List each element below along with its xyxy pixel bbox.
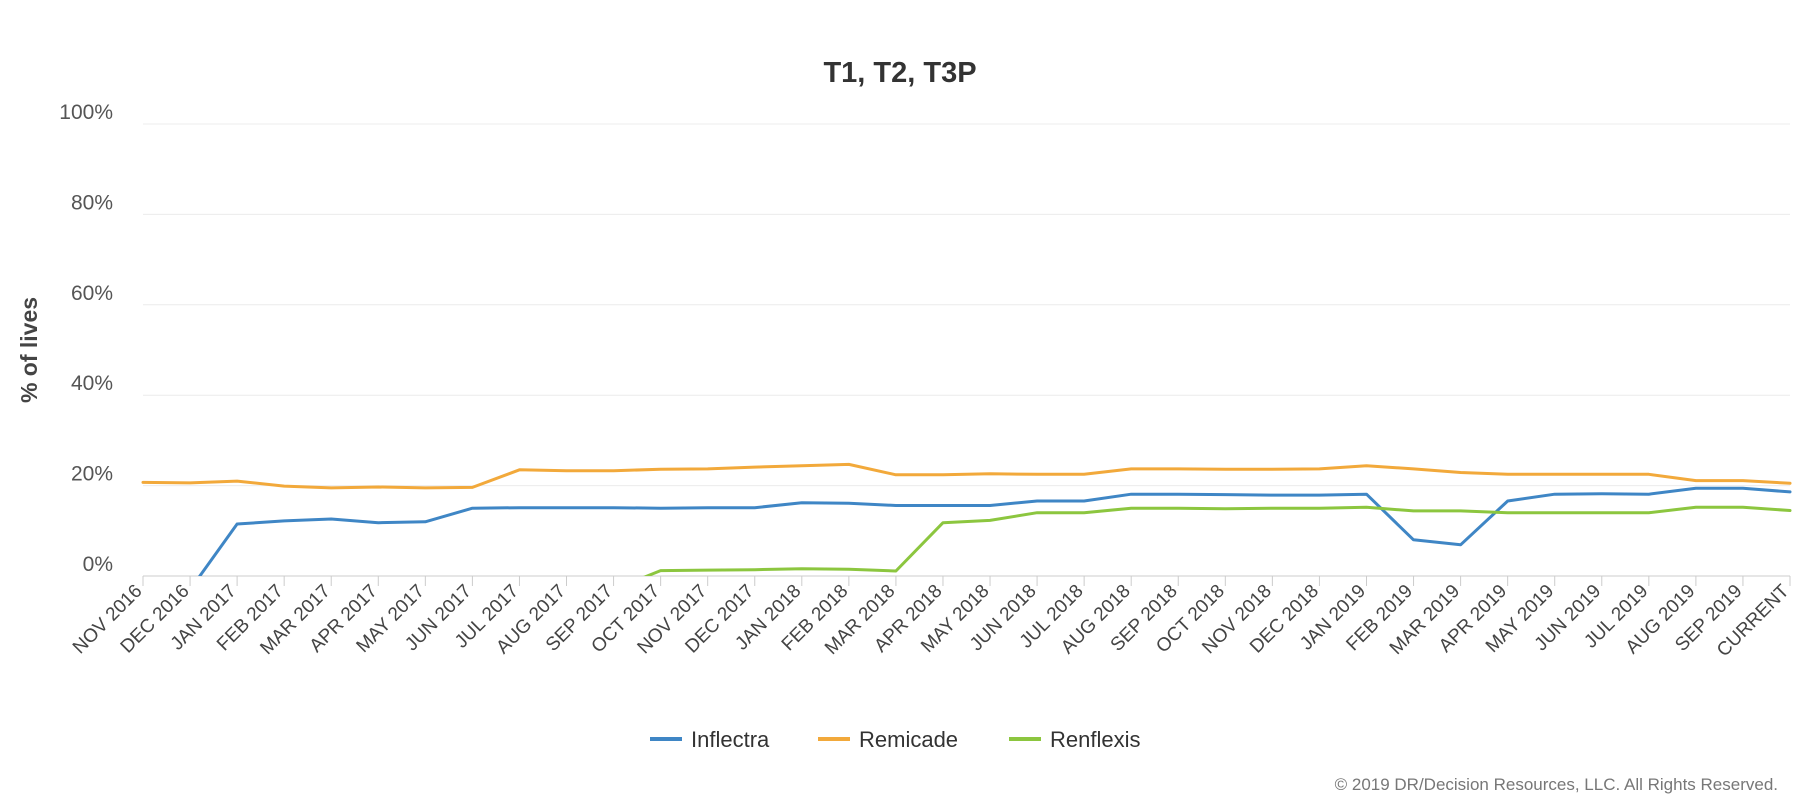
legend-item-inflectra[interactable]: Inflectra xyxy=(650,727,770,752)
legend-item-renflexis[interactable]: Renflexis xyxy=(1009,727,1140,752)
y-axis-ticks: 0% 20% 40% 60% 80% 100% xyxy=(59,101,113,576)
legend-item-remicade[interactable]: Remicade xyxy=(818,727,958,752)
legend-label: Remicade xyxy=(859,727,958,752)
legend-label: Renflexis xyxy=(1050,727,1140,752)
y-tick-label: 100% xyxy=(59,101,113,124)
series-line-inflectra[interactable] xyxy=(143,486,1792,589)
y-axis-title: % of lives xyxy=(16,297,42,403)
chart-title: T1, T2, T3P xyxy=(823,57,976,89)
series-line-remicade[interactable] xyxy=(141,462,1792,490)
legend: Inflectra Remicade Renflexis xyxy=(650,727,1140,752)
legend-label: Inflectra xyxy=(691,727,770,752)
series-line-renflexis[interactable] xyxy=(143,505,1792,589)
gridlines xyxy=(143,123,1790,487)
copyright-notice: © 2019 DR/Decision Resources, LLC. All R… xyxy=(1335,775,1778,794)
series-lines xyxy=(141,462,1792,589)
y-tick-label: 20% xyxy=(71,463,113,486)
y-tick-label: 60% xyxy=(71,282,113,305)
y-tick-label: 40% xyxy=(71,372,113,395)
y-tick-label: 80% xyxy=(71,191,113,214)
y-tick-label: 0% xyxy=(83,553,113,576)
